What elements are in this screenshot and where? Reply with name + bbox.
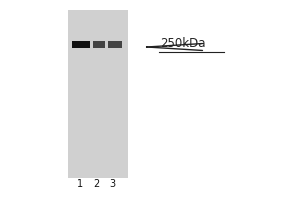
Text: 250kDa: 250kDa [160, 37, 206, 50]
Bar [72, 41, 90, 48]
Text: 1: 1 [77, 179, 83, 189]
Text: 3: 3 [109, 179, 115, 189]
Bar [108, 41, 122, 48]
Bar [68, 10, 128, 178]
Text: 2: 2 [93, 179, 99, 189]
Bar [93, 41, 105, 48]
